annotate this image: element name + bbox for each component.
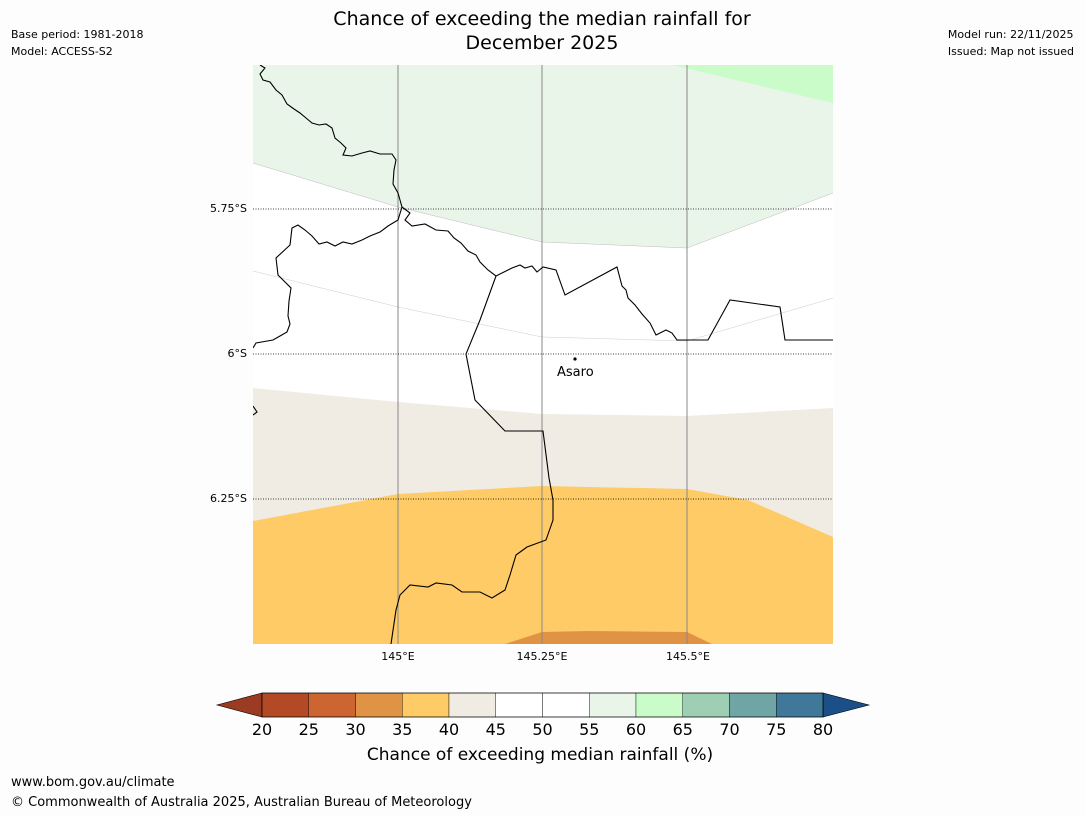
district-boundary: [390, 275, 554, 644]
colorbar-tick-label: 75: [766, 720, 787, 739]
colorbar-tick-label: 50: [532, 720, 553, 739]
colorbar-tick-label: 70: [719, 720, 740, 739]
colorbar-extend-high: [822, 692, 871, 718]
footer-copyright: © Commonwealth of Australia 2025, Austra…: [11, 795, 472, 810]
colorbar-tick-label: 35: [392, 720, 413, 739]
colorbar-bin: [402, 692, 450, 718]
colorbar-bin: [542, 692, 590, 718]
colorbar-bin: [589, 692, 637, 718]
lat-label-6: 6°S: [227, 347, 247, 360]
meta-right: Model run: 22/11/2025 Issued: Map not is…: [948, 26, 1074, 60]
colorbar-bin: [729, 692, 777, 718]
map-title: Chance of exceeding the median rainfall …: [242, 7, 842, 55]
footer-url: www.bom.gov.au/climate: [11, 775, 175, 790]
title-line-1: Chance of exceeding the median rainfall …: [333, 8, 751, 30]
colorbar-tick-label: 30: [345, 720, 366, 739]
colorbar: [215, 692, 871, 718]
region-30-35: [505, 631, 712, 644]
lon-label-145: 145°E: [381, 650, 415, 663]
colorbar-tick-label: 20: [251, 720, 273, 739]
colorbar-tick-label: 40: [438, 720, 460, 739]
model-name: Model: ACCESS-S2: [11, 45, 113, 58]
colorbar-tick-label: 65: [672, 720, 693, 739]
colorbar-tick-label: 45: [485, 720, 506, 739]
place-label-asaro: Asaro: [557, 365, 594, 380]
lon-label-145-5: 145.5°E: [666, 650, 710, 663]
base-period: Base period: 1981-2018: [11, 28, 144, 41]
asaro-marker: [573, 357, 577, 361]
colorbar-tick-label: 55: [579, 720, 600, 739]
lat-label-6-25: 6.25°S: [210, 492, 247, 505]
colorbar-bin: [261, 692, 309, 718]
colorbar-extend-low: [215, 692, 263, 718]
colorbar-tick-label: 25: [298, 720, 319, 739]
colorbar-bin: [308, 692, 356, 718]
region-60-65: [672, 65, 833, 103]
colorbar-bin: [448, 692, 496, 718]
colorbar-bin: [495, 692, 543, 718]
colorbar-tick-label: 60: [625, 720, 647, 739]
colorbar-bin: [355, 692, 403, 718]
colorbar-tick-label: 80: [812, 720, 834, 739]
meta-left: Base period: 1981-2018 Model: ACCESS-S2: [11, 26, 143, 60]
province-boundary-south: [253, 206, 403, 349]
region-35-40: [253, 486, 833, 644]
issued-status: Issued: Map not issued: [947, 45, 1074, 58]
province-boundary-north: [259, 65, 833, 341]
lat-label-5-75: 5.75°S: [210, 202, 247, 215]
colorbar-label: Chance of exceeding median rainfall (%): [366, 745, 714, 765]
colorbar-bin: [682, 692, 730, 718]
colorbar-bin: [776, 692, 824, 718]
lon-label-145-25: 145.25°E: [516, 650, 568, 663]
title-line-2: December 2025: [465, 32, 619, 54]
model-run: Model run: 22/11/2025: [947, 28, 1074, 41]
colorbar-bin: [635, 692, 683, 718]
